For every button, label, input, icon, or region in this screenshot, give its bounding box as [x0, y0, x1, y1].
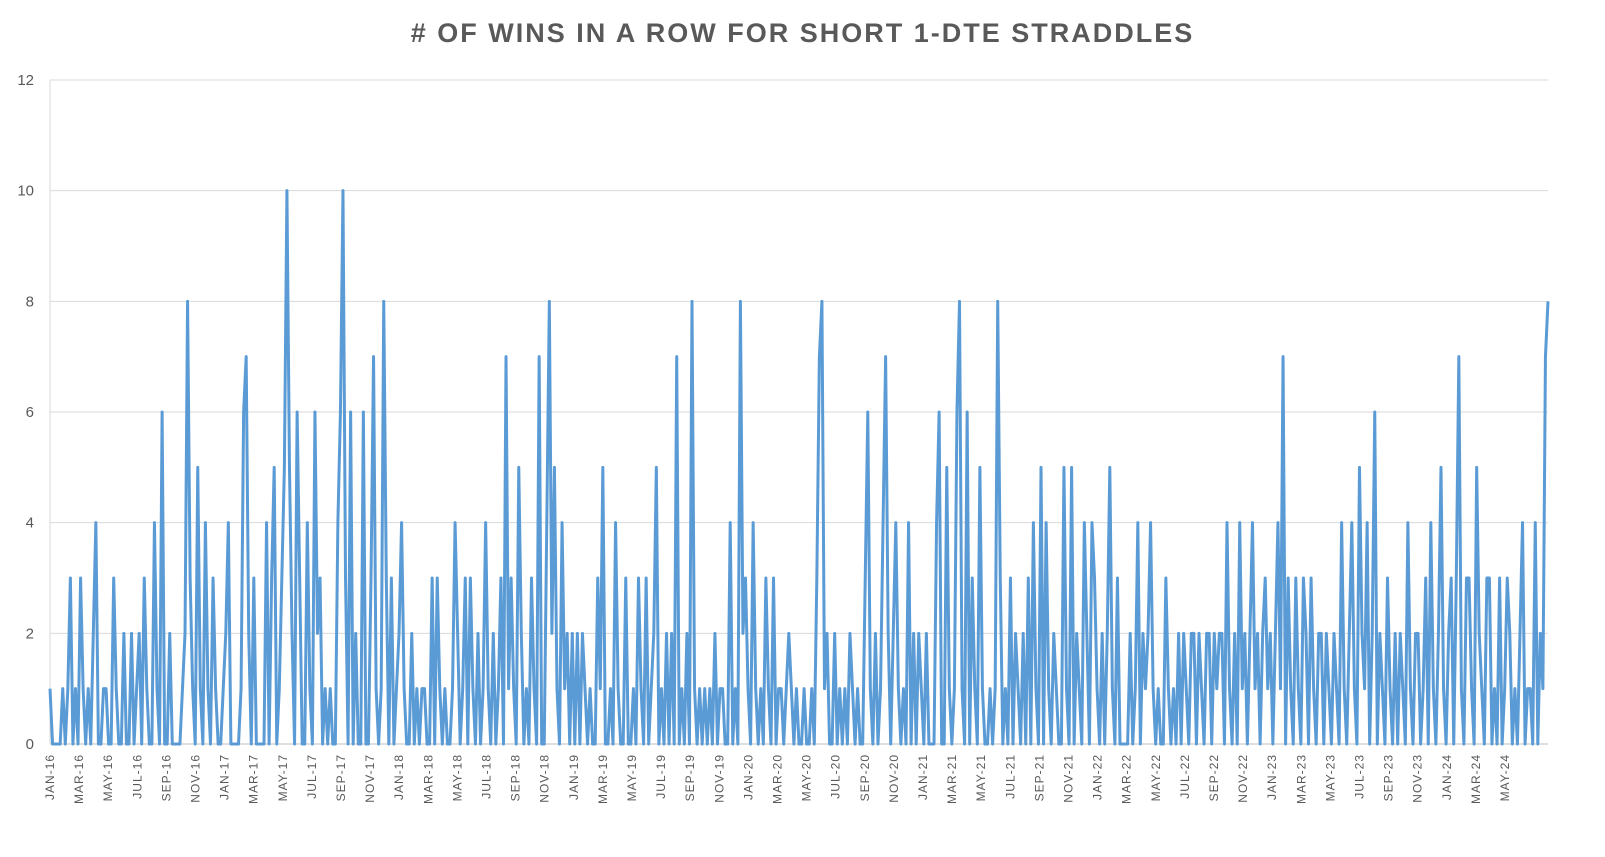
x-tick-label: JUL-16: [130, 754, 144, 799]
x-tick-label: MAR-23: [1294, 754, 1308, 804]
chart-title: # OF WINS IN A ROW FOR SHORT 1-DTE STRAD…: [410, 18, 1195, 48]
x-tick-label: MAR-16: [72, 754, 86, 804]
x-tick-label: MAR-22: [1120, 754, 1134, 804]
x-tick-label: MAY-20: [800, 754, 814, 801]
x-tick-label: JUL-18: [480, 754, 494, 799]
x-tick-label: JUL-17: [305, 754, 319, 799]
x-tick-label: JUL-23: [1353, 754, 1367, 799]
x-tick-label: JAN-22: [1091, 754, 1105, 800]
x-tick-label: JUL-21: [1003, 754, 1017, 799]
x-tick-label: JAN-18: [392, 754, 406, 800]
x-tick-label: NOV-22: [1236, 754, 1250, 803]
x-tick-label: NOV-23: [1411, 754, 1425, 803]
y-tick-label: 0: [26, 736, 34, 753]
x-tick-label: MAR-18: [421, 754, 435, 804]
y-tick-label: 6: [26, 404, 34, 421]
x-tick-label: MAR-21: [945, 754, 959, 804]
y-axis-ticks: 0 2 4 6 8 10 12: [17, 72, 34, 753]
y-tick-label: 10: [17, 183, 34, 200]
x-tick-label: JAN-23: [1265, 754, 1279, 800]
x-tick-label: MAR-20: [771, 754, 785, 804]
y-tick-label: 4: [26, 515, 34, 532]
x-tick-label: MAY-21: [974, 754, 988, 801]
series-line-0: [48, 189, 1550, 746]
x-tick-label: SEP-22: [1207, 754, 1221, 801]
x-tick-label: SEP-23: [1382, 754, 1396, 801]
x-tick-label: NOV-17: [363, 754, 377, 803]
x-tick-label: JAN-17: [218, 754, 232, 800]
x-tick-label: MAY-22: [1149, 754, 1163, 801]
x-tick-label: SEP-21: [1032, 754, 1046, 801]
x-tick-label: MAY-18: [450, 754, 464, 801]
x-tick-label: JUL-22: [1178, 754, 1192, 799]
x-tick-label: JAN-19: [567, 754, 581, 800]
x-tick-label: MAY-17: [276, 754, 290, 801]
x-tick-label: SEP-18: [509, 754, 523, 801]
x-tick-label: MAR-17: [247, 754, 261, 804]
x-tick-label: JAN-24: [1440, 754, 1454, 800]
x-tick-label: MAY-24: [1498, 754, 1512, 801]
x-tick-label: SEP-19: [683, 754, 697, 801]
x-tick-label: SEP-16: [159, 754, 173, 801]
series-layer: [48, 189, 1550, 746]
x-tick-label: JAN-20: [741, 754, 755, 800]
x-tick-label: MAY-23: [1323, 754, 1337, 801]
x-tick-label: JAN-21: [916, 754, 930, 800]
x-tick-label: MAY-16: [101, 754, 115, 801]
x-tick-label: NOV-18: [538, 754, 552, 803]
x-tick-label: NOV-19: [712, 754, 726, 803]
x-tick-label: NOV-20: [887, 754, 901, 803]
x-tick-label: NOV-21: [1062, 754, 1076, 803]
x-tick-label: MAY-19: [625, 754, 639, 801]
x-tick-label: SEP-20: [858, 754, 872, 801]
y-tick-label: 12: [17, 72, 34, 89]
x-tick-label: JAN-16: [43, 754, 57, 800]
x-axis-ticks: JAN-16 MAR-16 MAY-16 JUL-16 SEP-16 NOV-16 JAN-…: [43, 754, 1512, 804]
y-tick-label: 8: [26, 293, 34, 310]
x-tick-label: JUL-20: [829, 754, 843, 799]
x-tick-label: MAR-24: [1469, 754, 1483, 804]
x-tick-label: NOV-16: [189, 754, 203, 803]
y-tick-label: 2: [26, 625, 34, 642]
x-tick-label: SEP-17: [334, 754, 348, 801]
x-tick-label: MAR-19: [596, 754, 610, 804]
x-tick-label: JUL-19: [654, 754, 668, 799]
